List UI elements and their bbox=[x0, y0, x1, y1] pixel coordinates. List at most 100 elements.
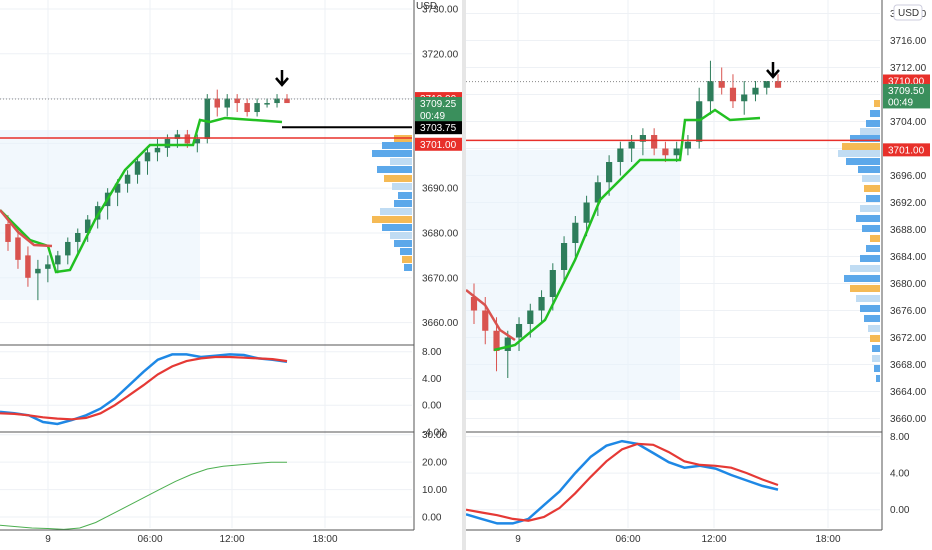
left-macd-slow-line bbox=[0, 355, 288, 421]
left-candle bbox=[224, 98, 230, 108]
right-candle bbox=[763, 81, 770, 88]
left-candle bbox=[184, 134, 191, 144]
right-volume-profile-bar bbox=[870, 335, 880, 342]
right-y-tick-label: 3668.00 bbox=[890, 360, 927, 371]
left-candle bbox=[55, 255, 61, 265]
right-candle bbox=[549, 270, 556, 297]
left-price-badge-label: 3701.00 bbox=[420, 140, 457, 151]
left-candle bbox=[134, 161, 141, 175]
right-volume-profile-bar bbox=[860, 255, 880, 262]
right-volume-profile-bar bbox=[856, 215, 880, 222]
right-candle bbox=[583, 202, 590, 223]
right-candle bbox=[707, 81, 714, 102]
left-y-tick-label: 3680.00 bbox=[422, 228, 459, 239]
left-volume-profile-bar bbox=[372, 150, 412, 157]
right-volume-profile-bar bbox=[866, 245, 880, 252]
left-oscillator-line bbox=[0, 461, 287, 530]
left-candle bbox=[45, 264, 51, 269]
right-candle bbox=[684, 141, 692, 149]
left-volume-profile-bar bbox=[390, 232, 412, 239]
right-y-tick-label: 3704.00 bbox=[890, 117, 927, 128]
right-candle bbox=[538, 297, 545, 311]
right-candle bbox=[482, 310, 489, 331]
right-candle bbox=[741, 94, 748, 102]
right-volume-profile-bar bbox=[838, 150, 880, 157]
right-x-tick-label: 12:00 bbox=[701, 534, 726, 545]
left-x-tick-label: 06:00 bbox=[137, 534, 162, 545]
left-candle bbox=[174, 134, 181, 139]
left-candle bbox=[15, 237, 21, 260]
left-y-tick-label: 3670.00 bbox=[422, 273, 459, 284]
left-candle bbox=[264, 103, 270, 105]
right-candle bbox=[651, 135, 658, 149]
right-x-tick-label: 06:00 bbox=[615, 534, 640, 545]
left-candle bbox=[284, 98, 290, 104]
left-y-tick-label: 3660.00 bbox=[422, 318, 459, 329]
left-volume-profile-bar bbox=[402, 256, 412, 263]
right-volume-profile-bar bbox=[866, 195, 880, 202]
right-price-badge-label: 3710.00 bbox=[888, 77, 925, 88]
right-volume-profile-bar bbox=[844, 275, 880, 282]
right-trend-line-green bbox=[493, 108, 761, 352]
left-candle bbox=[164, 138, 171, 148]
left-macd-tick-label: 0.00 bbox=[422, 401, 442, 412]
right-macd-tick-label: 0.00 bbox=[890, 505, 910, 516]
right-price-badge-label: 3709.50 bbox=[888, 86, 925, 97]
right-y-tick-label: 3696.00 bbox=[890, 171, 927, 182]
left-y-tick-label: 3690.00 bbox=[422, 184, 459, 195]
right-volume-profile-bar bbox=[872, 355, 880, 362]
left-y-tick-label: 3720.00 bbox=[422, 49, 459, 60]
right-volume-profile-bar bbox=[856, 295, 880, 302]
currency-button[interactable] bbox=[893, 4, 923, 21]
left-volume-profile-bar bbox=[377, 166, 412, 173]
left-candle bbox=[114, 183, 121, 193]
right-y-tick-label: 3680.00 bbox=[890, 279, 927, 290]
left-oscillator-tick-label: 0.00 bbox=[422, 513, 442, 524]
left-candle bbox=[5, 224, 11, 242]
right-price-badge bbox=[883, 143, 930, 157]
left-volume-profile-bar bbox=[394, 240, 412, 247]
right-macd-tick-label: 8.00 bbox=[890, 432, 910, 443]
right-price-badge-label: 3701.00 bbox=[888, 145, 925, 156]
right-candle bbox=[752, 87, 759, 95]
left-volume-profile-bar bbox=[372, 216, 412, 223]
left-volume-profile-bar bbox=[382, 142, 412, 149]
right-candle bbox=[696, 101, 703, 142]
left-oscillator-tick-label: 10.00 bbox=[422, 485, 447, 496]
right-y-tick-label: 3688.00 bbox=[890, 225, 927, 236]
left-x-tick-label: 18:00 bbox=[312, 534, 337, 545]
left-volume-profile-bar bbox=[382, 224, 412, 231]
left-x-tick-label: 9 bbox=[45, 534, 51, 545]
right-x-tick-label: 9 bbox=[515, 534, 521, 545]
left-trend-line-red bbox=[0, 209, 53, 248]
right-candle bbox=[493, 330, 500, 351]
left-volume-profile-bar bbox=[392, 183, 412, 190]
right-price-badge bbox=[883, 95, 930, 109]
right-volume-profile-bar bbox=[864, 185, 880, 192]
right-volume-profile-bar bbox=[862, 225, 880, 232]
left-currency-label: USD bbox=[416, 1, 437, 12]
right-candle bbox=[470, 297, 478, 311]
right-volume-profile-bar bbox=[850, 135, 880, 142]
right-volume-profile-bar bbox=[874, 365, 880, 372]
right-volume-profile-bar bbox=[860, 205, 880, 212]
left-volume-profile-bar bbox=[400, 248, 412, 255]
left-volume-profile-bar bbox=[380, 208, 412, 215]
right-candle bbox=[572, 222, 579, 243]
currency-button-label: USD bbox=[898, 8, 919, 19]
left-candle bbox=[274, 98, 280, 104]
right-price-badge-label: 00:49 bbox=[888, 97, 913, 108]
left-candle bbox=[244, 103, 250, 113]
right-y-tick-label: 3716.00 bbox=[890, 36, 927, 47]
left-volume-profile-bar bbox=[398, 192, 412, 199]
right-candle bbox=[606, 162, 613, 183]
right-candle bbox=[560, 243, 568, 270]
right-y-tick-label: 3692.00 bbox=[890, 198, 927, 209]
right-candle bbox=[515, 324, 523, 338]
right-volume-profile-bar bbox=[870, 110, 880, 117]
right-y-tick-label: 3684.00 bbox=[890, 252, 927, 263]
right-volume-profile-bar bbox=[866, 120, 880, 127]
left-candle bbox=[144, 152, 151, 162]
left-candle bbox=[35, 268, 41, 274]
left-candle bbox=[204, 98, 211, 139]
